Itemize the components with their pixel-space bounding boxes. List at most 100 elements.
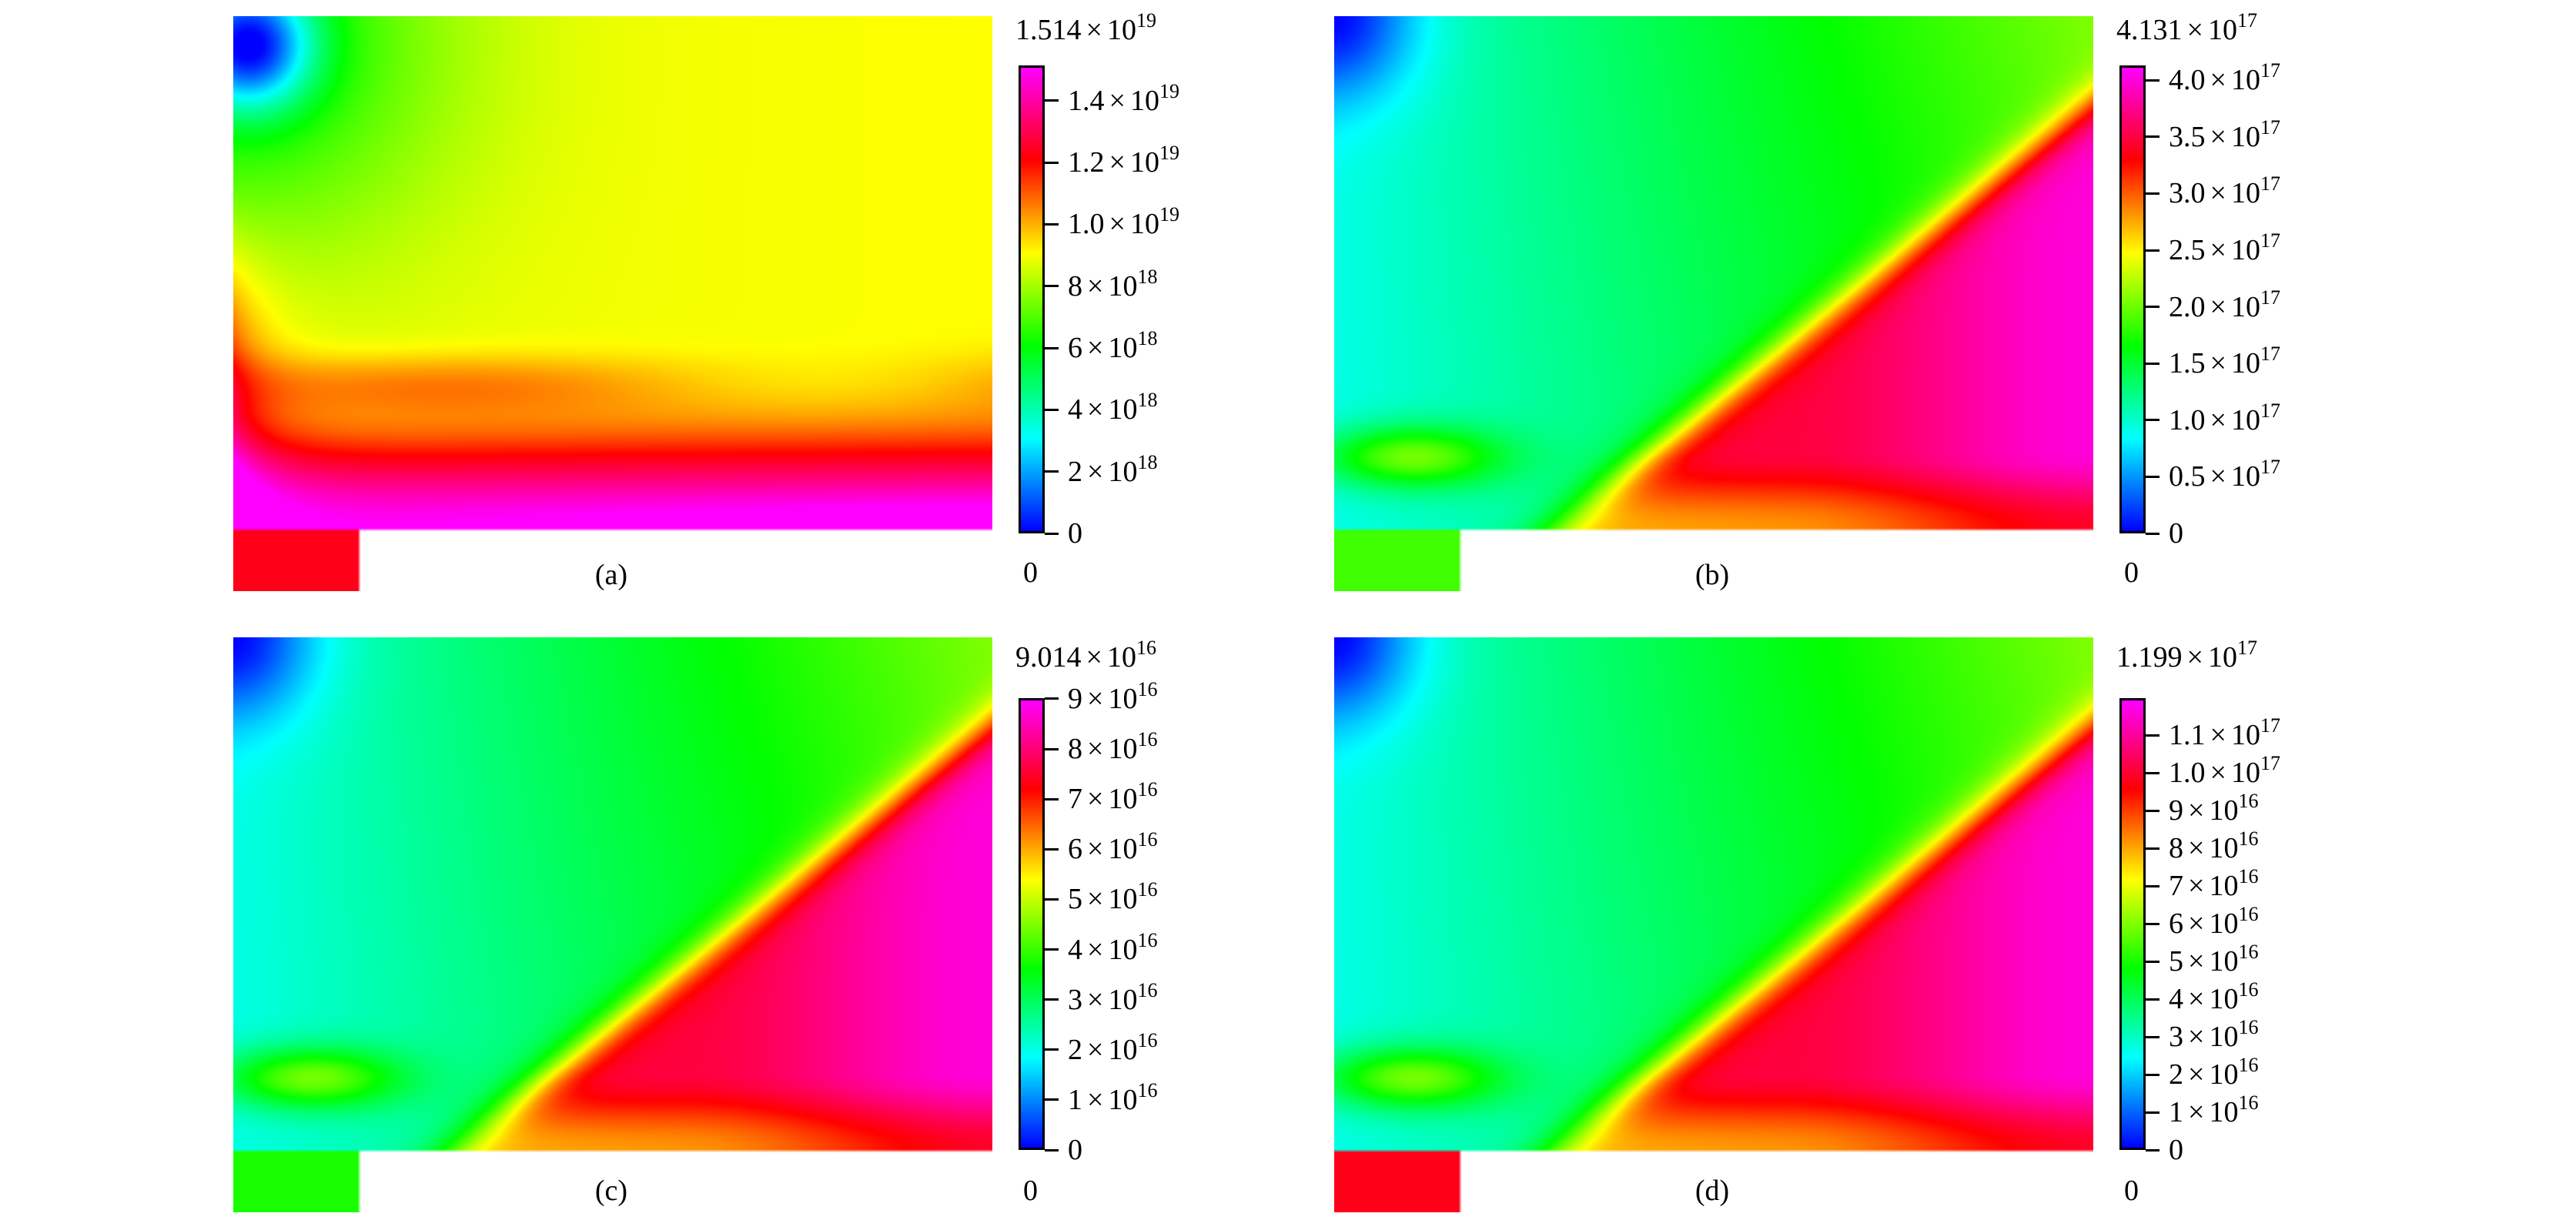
tick-base: 10 [2209, 870, 2239, 903]
tick-exponent: 19 [1159, 79, 1179, 102]
tick-mantissa: 1.0 [1068, 208, 1105, 241]
colorbar-tick-label: 8 × 1016 [1068, 730, 1157, 766]
colorbar-tick-label: 0 [2169, 519, 2183, 548]
tick-exponent: 18 [1137, 265, 1158, 288]
tick-exponent: 16 [1137, 677, 1158, 700]
colorbar-tick-label: 8 × 1016 [2169, 829, 2258, 865]
colorbar-tick-label: 3 × 1016 [1068, 980, 1157, 1016]
tick-base: 10 [1108, 393, 1138, 426]
colorbar-tick-label: 4 × 1018 [1068, 390, 1157, 426]
max-mantissa: 1.514 [1015, 14, 1082, 46]
tick-exponent: 16 [1137, 828, 1158, 851]
colorbar-tick-label: 6 × 1016 [2169, 904, 2258, 939]
tick-base: 10 [1108, 332, 1138, 365]
colorbar-tick [2146, 419, 2159, 422]
colorbar-tick [2146, 1111, 2159, 1114]
colorbar-tick [2146, 306, 2159, 309]
colorbar-tick-label: 3.5 × 1017 [2169, 117, 2280, 153]
panel-label: (d) [1694, 1175, 1730, 1207]
tick-mantissa: 1.1 [2169, 719, 2206, 752]
tick-mantissa: 3.5 [2169, 120, 2206, 153]
tick-mantissa: 8 [1068, 733, 1082, 766]
tick-exponent: 17 [2260, 286, 2280, 309]
times-sign: × [1087, 682, 1104, 715]
colorbar-tick-label: 3.0 × 1017 [2169, 174, 2280, 209]
max-exponent: 16 [1136, 637, 1156, 659]
colorbar-tick-label: 7 × 1016 [2169, 867, 2258, 903]
panel-b [1334, 16, 2093, 591]
times-sign: × [2186, 641, 2203, 674]
colorbar-tick-label: 1.0 × 1019 [1068, 205, 1179, 241]
tick-mantissa: 1.0 [2169, 403, 2206, 436]
colorbar-min-label: 0 [2124, 1175, 2139, 1207]
colorbar-tick-label: 9 × 1016 [2169, 791, 2258, 827]
tick-base: 10 [1108, 455, 1138, 488]
tick-exponent: 17 [2260, 115, 2280, 139]
max-mantissa: 4.131 [2116, 14, 2183, 46]
tick-base: 10 [2230, 757, 2260, 790]
tick-exponent: 16 [2238, 978, 2259, 1001]
colorbar-tick-label: 5 × 1016 [2169, 942, 2258, 978]
max-exponent: 17 [2236, 9, 2257, 32]
colorbar-tick [2146, 998, 2159, 1001]
colorbar-tick-label: 0 [2169, 1135, 2183, 1165]
times-sign: × [1086, 641, 1102, 674]
panel-d [1334, 637, 2093, 1212]
tick-base: 10 [1108, 1033, 1138, 1066]
colorbar-tick-label: 2 × 1016 [1068, 1030, 1157, 1066]
tick-exponent: 19 [1159, 142, 1179, 165]
tick-exponent: 16 [2238, 865, 2259, 888]
colorbar-tick-label: 3 × 1016 [2169, 1018, 2258, 1052]
colorbar-tick [2146, 771, 2159, 774]
tick-exponent: 17 [2260, 59, 2280, 82]
tick-mantissa: 1.4 [1068, 84, 1105, 117]
times-sign: × [1087, 393, 1104, 426]
tick-base: 10 [2209, 945, 2239, 978]
times-sign: × [2188, 832, 2205, 865]
colorbar-tick-label: 6 × 1018 [1068, 329, 1157, 365]
colorbar-tick [2146, 884, 2159, 887]
colorbar-tick [2146, 734, 2159, 737]
times-sign: × [1087, 455, 1104, 488]
colorbar [1019, 65, 1045, 533]
tick-base: 10 [1108, 783, 1138, 816]
tick-exponent: 17 [2260, 752, 2280, 775]
tick-mantissa: 5 [2169, 945, 2183, 978]
tick-base: 10 [2209, 983, 2239, 1016]
tick-mantissa: 4 [2169, 983, 2183, 1016]
panel-c [233, 637, 992, 1212]
times-sign: × [1087, 269, 1104, 302]
tick-base: 10 [2230, 290, 2260, 323]
tick-mantissa: 9 [2169, 794, 2183, 827]
max-exponent: 17 [2236, 637, 2257, 659]
max-base: 10 [2207, 641, 2237, 674]
tick-mantissa: 1 [2169, 1096, 2183, 1129]
colorbar-tick [1045, 998, 1059, 1001]
tick-exponent: 16 [1137, 878, 1158, 901]
tick-base: 10 [1129, 208, 1159, 241]
tick-exponent: 16 [2238, 827, 2259, 851]
times-sign: × [2188, 945, 2205, 978]
tick-mantissa: 2 [1068, 1033, 1082, 1066]
colorbar-tick-label: 1 × 1016 [1068, 1080, 1157, 1116]
colorbar-tick [1045, 161, 1059, 164]
times-sign: × [2188, 1096, 2205, 1129]
colorbar-tick [2146, 922, 2159, 925]
colorbar-tick [1045, 1098, 1059, 1101]
tick-base: 10 [1108, 983, 1138, 1016]
tick-exponent: 17 [2260, 714, 2280, 737]
times-sign: × [1087, 1083, 1104, 1116]
colorbar-tick [2146, 847, 2159, 850]
colorbar-tick-label: 2.5 × 1017 [2169, 231, 2280, 266]
colorbar-max-label: 1.199 × 1017 [2116, 638, 2257, 674]
max-mantissa: 9.014 [1015, 641, 1082, 674]
colorbar-tick-label: 1.1 × 1017 [2169, 716, 2280, 752]
max-mantissa: 1.199 [2116, 641, 2183, 674]
colorbar-max-label: 9.014 × 1016 [1015, 638, 1156, 674]
tick-mantissa: 0 [1068, 517, 1082, 550]
panel-a [233, 16, 992, 591]
tick-base: 10 [2209, 832, 2239, 865]
colorbar-min-label: 0 [1023, 557, 1038, 589]
times-sign: × [2210, 347, 2226, 380]
tick-mantissa: 8 [2169, 832, 2183, 865]
